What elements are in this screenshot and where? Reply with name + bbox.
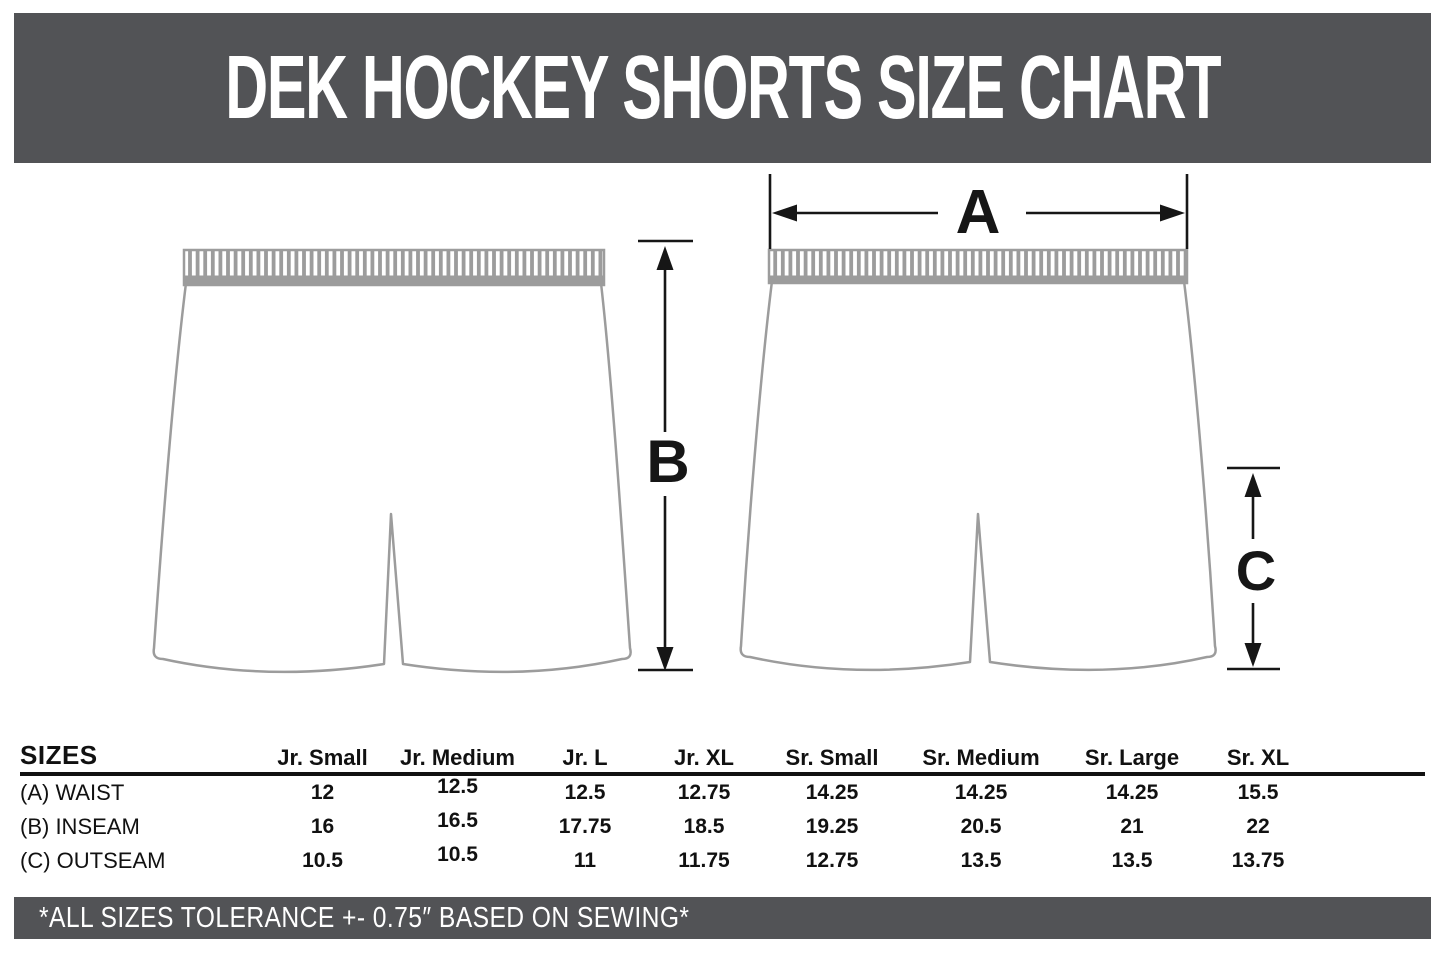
dimension-arrow-a: A: [768, 174, 1189, 249]
waistband-right: [767, 248, 1189, 285]
outseam-sr-medium: 13.5: [960, 849, 1002, 872]
size-table: SIZES Jr. Small Jr. Medium Jr. L Jr. XL …: [20, 740, 1425, 878]
column-header-sr-small: Sr. Small: [763, 740, 901, 776]
table-header-row: SIZES Jr. Small Jr. Medium Jr. L Jr. XL …: [20, 740, 1425, 776]
column-header-sr-large: Sr. Large: [1061, 740, 1203, 776]
table-row-inseam: (B) INSEAM 16 16.5 17.75 18.5 19.25 20.5…: [20, 809, 1425, 844]
column-header-filler: [1313, 740, 1425, 776]
page-title: DEK HOCKEY SHORTS SIZE CHART: [225, 38, 1221, 138]
inseam-jr-medium: 16.5: [437, 809, 478, 832]
dimension-label-a: A: [956, 178, 1001, 247]
table-row-outseam: (C) OUTSEAM 10.5 10.5 11 11.75 12.75 13.…: [20, 843, 1425, 878]
inseam-sr-xl: 22: [1246, 815, 1270, 838]
waist-jr-l: 12.5: [564, 781, 606, 804]
outseam-jr-xl: 11.75: [678, 849, 730, 872]
tolerance-note: *ALL SIZES TOLERANCE +- 0.75″ BASED ON S…: [39, 901, 690, 934]
inseam-sr-medium: 20.5: [960, 815, 1002, 838]
column-header-jr-xl: Jr. XL: [645, 740, 763, 776]
footer-banner: *ALL SIZES TOLERANCE +- 0.75″ BASED ON S…: [14, 897, 1431, 939]
outseam-jr-medium: 10.5: [437, 843, 478, 866]
size-table-grid: SIZES Jr. Small Jr. Medium Jr. L Jr. XL …: [20, 740, 1425, 878]
outseam-sr-large: 13.5: [1111, 849, 1153, 872]
row-label-waist: (A) WAIST: [20, 780, 125, 805]
waist-sr-xl: 15.5: [1237, 781, 1279, 804]
waist-jr-xl: 12.75: [677, 781, 731, 804]
shorts-left-body: [152, 281, 632, 674]
dimension-label-c: C: [1236, 539, 1276, 602]
inseam-sr-large: 21: [1120, 815, 1144, 838]
inseam-sr-small: 19.25: [805, 815, 859, 838]
inseam-jr-l: 17.75: [558, 815, 612, 838]
outseam-sr-small: 12.75: [805, 849, 859, 872]
table-row-waist: (A) WAIST 12 12.5 12.5 12.75 14.25 14.25…: [20, 774, 1425, 810]
column-header-jr-small: Jr. Small: [255, 740, 390, 776]
outseam-jr-small: 10.5: [302, 849, 343, 872]
inseam-jr-xl: 18.5: [683, 815, 725, 838]
column-header-sr-medium: Sr. Medium: [901, 740, 1061, 776]
dimension-arrow-b: B: [638, 239, 693, 672]
dimension-label-b: B: [646, 428, 689, 495]
waist-sr-small: 14.25: [805, 781, 859, 804]
row-label-inseam: (B) INSEAM: [20, 814, 140, 839]
outseam-jr-l: 11: [573, 849, 597, 872]
waist-sr-large: 14.25: [1105, 781, 1159, 804]
shorts-left-drawing: [152, 248, 632, 674]
waist-jr-medium: 12.5: [437, 775, 478, 798]
shorts-right-drawing: [739, 248, 1217, 672]
column-header-jr-medium: Jr. Medium: [390, 740, 525, 776]
column-header-sizes: SIZES: [20, 740, 255, 776]
shorts-right-body: [739, 279, 1217, 672]
dimension-arrow-c: C: [1227, 466, 1280, 671]
outseam-sr-xl: 13.75: [1231, 849, 1285, 872]
column-header-jr-l: Jr. L: [525, 740, 645, 776]
waist-jr-small: 12: [310, 781, 335, 804]
inseam-jr-small: 16: [310, 815, 335, 838]
waistband-left: [182, 248, 606, 287]
waist-sr-medium: 14.25: [954, 781, 1008, 804]
column-header-sr-xl: Sr. XL: [1203, 740, 1313, 776]
row-label-outseam: (C) OUTSEAM: [20, 848, 166, 873]
title-banner: DEK HOCKEY SHORTS SIZE CHART: [14, 13, 1431, 163]
